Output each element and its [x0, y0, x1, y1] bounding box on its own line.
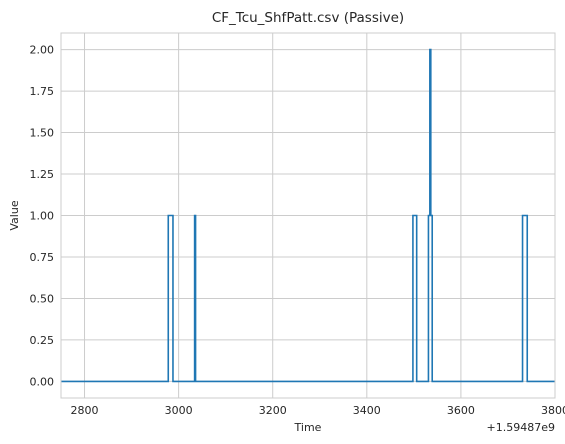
x-tick-label: 2800 [71, 404, 99, 417]
x-tick-label: 3200 [259, 404, 287, 417]
y-tick-label: 1.50 [30, 127, 55, 140]
chart-title: CF_Tcu_ShfPatt.csv (Passive) [212, 10, 404, 26]
x-tick-label: 3600 [447, 404, 475, 417]
y-axis-label: Value [8, 200, 21, 230]
y-tick-label: 1.25 [30, 168, 55, 181]
x-axis-label: Time [294, 421, 322, 434]
y-tick-label: 1.75 [30, 85, 55, 98]
x-tick-label: 3000 [165, 404, 193, 417]
y-tick-label: 0.25 [30, 334, 55, 347]
y-tick-label: 0.50 [30, 292, 55, 305]
y-tick-label: 0.00 [30, 375, 55, 388]
y-tick-label: 2.00 [30, 44, 55, 57]
series-layer [61, 48, 555, 383]
plot-frame [60, 32, 556, 399]
y-tick-label: 0.75 [30, 251, 55, 264]
y-tick-labels: 0.00 0.25 0.50 0.75 1.00 1.25 1.50 1.75 2.00 [30, 44, 55, 389]
x-axis-offset-label: +1.59487e9 [487, 421, 555, 434]
series-line-0 [61, 48, 555, 383]
grid [61, 33, 556, 398]
y-tick-label: 1.00 [30, 210, 55, 223]
x-tick-label: 3400 [353, 404, 381, 417]
